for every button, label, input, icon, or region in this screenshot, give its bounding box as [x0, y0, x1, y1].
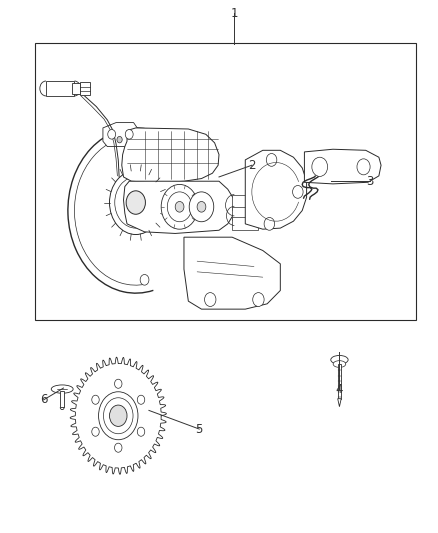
- Circle shape: [126, 191, 145, 214]
- Text: 3: 3: [367, 175, 374, 188]
- Bar: [338, 364, 341, 399]
- Circle shape: [205, 293, 216, 306]
- Circle shape: [161, 184, 198, 229]
- Circle shape: [92, 395, 99, 404]
- Bar: [35, 43, 416, 320]
- Circle shape: [312, 157, 328, 176]
- Circle shape: [253, 293, 264, 306]
- Polygon shape: [103, 123, 138, 147]
- Circle shape: [115, 177, 157, 228]
- Circle shape: [99, 392, 138, 440]
- Bar: [60, 391, 64, 407]
- Ellipse shape: [331, 356, 348, 364]
- Polygon shape: [304, 149, 381, 184]
- Bar: [232, 207, 258, 220]
- Circle shape: [293, 185, 303, 198]
- Circle shape: [110, 405, 127, 426]
- Circle shape: [264, 217, 275, 230]
- Circle shape: [115, 379, 122, 388]
- Polygon shape: [338, 399, 341, 407]
- Circle shape: [125, 130, 133, 139]
- Circle shape: [115, 443, 122, 452]
- Circle shape: [357, 159, 370, 175]
- Circle shape: [189, 192, 214, 222]
- Bar: [46, 81, 74, 96]
- Polygon shape: [245, 150, 307, 229]
- Circle shape: [108, 130, 116, 139]
- Text: 4: 4: [336, 383, 343, 395]
- Text: 1: 1: [230, 7, 238, 20]
- Ellipse shape: [333, 361, 346, 367]
- Circle shape: [197, 201, 206, 212]
- Circle shape: [137, 427, 145, 436]
- Bar: [232, 217, 258, 230]
- Polygon shape: [122, 128, 219, 182]
- Circle shape: [103, 398, 133, 434]
- Bar: [232, 195, 258, 210]
- Text: 6: 6: [40, 393, 48, 406]
- Circle shape: [117, 136, 122, 143]
- Circle shape: [266, 154, 277, 166]
- Polygon shape: [184, 237, 280, 309]
- Circle shape: [175, 201, 184, 212]
- Bar: [80, 82, 90, 95]
- Text: 2: 2: [248, 159, 256, 172]
- Circle shape: [167, 192, 192, 222]
- Circle shape: [140, 274, 149, 285]
- Circle shape: [92, 427, 99, 436]
- Bar: [72, 83, 80, 94]
- Polygon shape: [124, 181, 234, 233]
- Ellipse shape: [51, 385, 73, 393]
- Text: 5: 5: [196, 423, 203, 435]
- Circle shape: [110, 171, 162, 235]
- Polygon shape: [70, 357, 166, 474]
- Circle shape: [137, 395, 145, 404]
